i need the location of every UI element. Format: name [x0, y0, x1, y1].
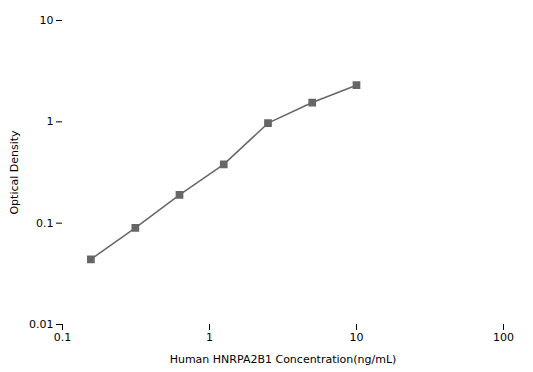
svg-text:10: 10: [40, 14, 54, 27]
svg-text:0.1: 0.1: [54, 331, 72, 344]
svg-text:1: 1: [47, 115, 54, 128]
svg-text:0.01: 0.01: [29, 318, 54, 331]
svg-text:Human HNRPA2B1 Concentration(n: Human HNRPA2B1 Concentration(ng/mL): [170, 353, 397, 366]
svg-text:100: 100: [493, 331, 514, 344]
svg-text:1: 1: [206, 331, 213, 344]
svg-text:0.1: 0.1: [36, 217, 54, 230]
svg-text:Optical Density: Optical Density: [8, 130, 21, 215]
svg-text:10: 10: [350, 331, 364, 344]
